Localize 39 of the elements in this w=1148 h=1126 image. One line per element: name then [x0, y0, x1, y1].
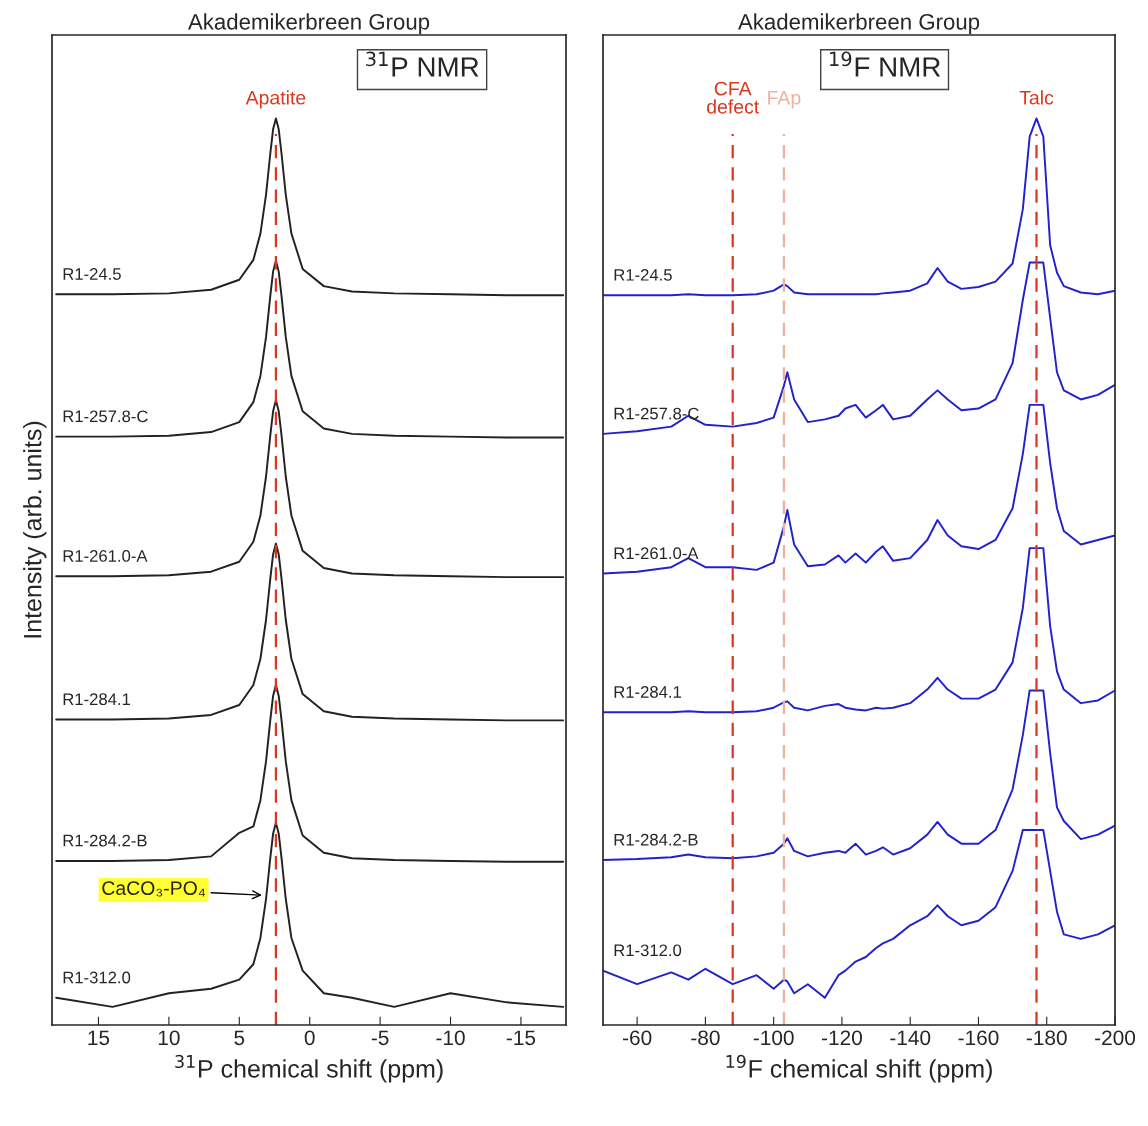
series-label: R1-257.8-C	[614, 407, 699, 420]
series-label: R1-312.0	[63, 971, 131, 984]
series-label: R1-284.2-B	[614, 833, 698, 846]
x-tick-label: -80	[691, 1030, 720, 1046]
series-label: R1-261.0-A	[614, 547, 699, 560]
x-tick-label: -100	[753, 1030, 794, 1046]
series-label: R1-284.1	[614, 686, 681, 698]
series-label: R1-284.1	[63, 693, 131, 706]
x-tick-label: -200	[1095, 1030, 1136, 1046]
x-tick-label: -140	[890, 1030, 931, 1046]
annotation: CaCO₃-PO₄	[102, 881, 205, 897]
text: $^{19}$F NMR	[830, 51, 941, 77]
x-tick-label: -180	[1026, 1030, 1067, 1046]
x-tick-label: -5	[371, 1030, 389, 1046]
x-tick-label: -160	[958, 1030, 999, 1046]
x-tick-label: 0	[304, 1030, 315, 1046]
x-tick-label: -60	[623, 1030, 652, 1046]
ref-line-label: Talc	[1019, 90, 1054, 105]
x-tick-label: -10	[436, 1030, 465, 1046]
series-label: R1-24.5	[63, 268, 121, 280]
x-tick-label: 10	[158, 1030, 180, 1046]
ref-line-label: CFA defect	[707, 81, 760, 114]
series-label: R1-312.0	[614, 944, 682, 957]
chart-title: Akademikerbreen Group	[738, 13, 980, 35]
x-tick-label: 15	[88, 1030, 110, 1046]
ref-line-label: Apatite	[245, 90, 306, 109]
x-axis-title: $^{19}$F chemical shift (ppm)	[726, 1054, 992, 1083]
series-label: R1-261.0-A	[63, 550, 148, 562]
x-tick-label: 5	[234, 1030, 245, 1046]
x-tick-label: -120	[822, 1030, 862, 1046]
x-tick-label: -15	[506, 1030, 536, 1046]
y-axis-title: Intensity (arb. units)	[23, 421, 47, 638]
chart-title: Akademikerbreen Group	[188, 13, 430, 35]
series-label: R1-257.8-C	[63, 410, 148, 423]
text: $^{31}$P NMR	[366, 51, 479, 77]
series-label: R1-284.2-B	[63, 834, 147, 847]
series-label: R1-24.5	[614, 268, 672, 281]
x-axis-title: $^{31}$P chemical shift (ppm)	[175, 1054, 443, 1083]
ref-line-label: FAp	[768, 91, 801, 109]
